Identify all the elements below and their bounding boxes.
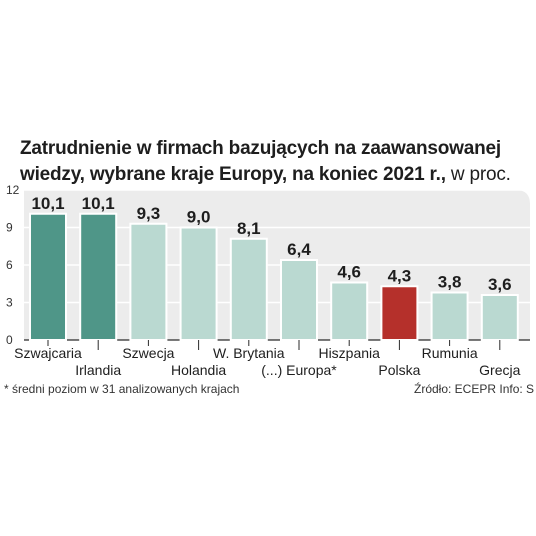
category-label: Irlandia (75, 362, 121, 378)
bar (79, 212, 118, 341)
category-label: Hiszpania (318, 345, 380, 361)
category-label: Szwecja (122, 345, 174, 361)
category-label: Holandia (171, 362, 226, 378)
chart-title-line-2-text: wiedzy, wybrane kraje Europy, na koniec … (20, 164, 446, 185)
y-tick-label: 9 (6, 221, 13, 235)
bar (229, 237, 268, 341)
bar-value-label: 10,1 (31, 194, 64, 213)
chart-title-line-2: wiedzy, wybrane kraje Europy, na koniec … (20, 162, 520, 188)
y-tick-label: 6 (6, 258, 13, 272)
y-tick-label: 12 (6, 183, 20, 197)
category-label: Polska (378, 362, 420, 378)
bar (280, 259, 318, 341)
bar-value-label: 9,3 (137, 204, 161, 223)
footnote: * średni poziom w 31 analizowanych kraja… (4, 382, 240, 396)
bar-value-label: 10,1 (82, 194, 115, 213)
chart-title-line-1: Zatrudnienie w firmach bazujących na zaa… (20, 138, 501, 159)
bar (380, 285, 419, 341)
chart-title-unit: w proc. (445, 164, 511, 185)
bar-value-label: 4,3 (388, 266, 412, 285)
category-label: Rumunia (422, 345, 478, 361)
bar (480, 294, 519, 341)
y-tick-label: 3 (6, 296, 13, 310)
bar (129, 222, 168, 341)
bar (179, 226, 218, 341)
source-credit: Źródło: ECEPR Info: S (414, 382, 535, 396)
category-label: W. Brytania (213, 345, 285, 361)
bar-value-label: 3,8 (438, 273, 462, 292)
category-label: Grecja (479, 362, 520, 378)
bar-value-label: 6,4 (287, 240, 311, 259)
bar-value-label: 3,6 (488, 275, 512, 294)
y-tick-label: 0 (6, 333, 13, 347)
bar-value-label: 8,1 (237, 219, 261, 238)
bar (330, 281, 369, 341)
bar (430, 291, 469, 341)
category-label: (...) Europa* (261, 362, 337, 378)
bar (29, 212, 67, 341)
category-label: Szwajcaria (14, 345, 82, 361)
bar-value-label: 9,0 (187, 208, 211, 227)
bar-value-label: 4,6 (337, 263, 361, 282)
chart-title: Zatrudnienie w firmach bazujących na zaa… (20, 136, 520, 188)
